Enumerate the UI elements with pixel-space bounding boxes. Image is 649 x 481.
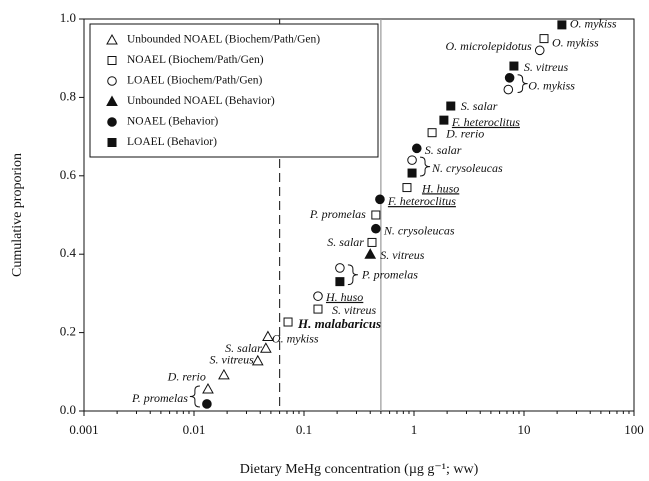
point-label: S. vitreus (210, 353, 255, 367)
marker-circle (107, 76, 117, 86)
x-axis-label: Dietary MeHg concentration (µg g⁻¹; ww) (240, 462, 479, 477)
marker-triangle (218, 368, 230, 380)
point-label: H. malabaricus (297, 316, 381, 331)
marker-circle (411, 143, 422, 154)
marker-circle (407, 155, 417, 165)
point-label: F. heteroclitus (387, 194, 456, 208)
point-label: S. salar (327, 235, 364, 249)
marker-square (367, 237, 377, 247)
marker-square (407, 168, 417, 178)
group-brace (189, 385, 200, 408)
marker-square (439, 115, 449, 125)
marker-triangle (106, 33, 118, 45)
x-tick-label: 0.01 (183, 422, 206, 437)
marker-square (335, 277, 345, 287)
group-brace (347, 264, 358, 286)
marker-circle (371, 223, 381, 234)
x-tick-label: 0.001 (69, 422, 98, 437)
legend-label: NOAEL (Behavior) (127, 116, 218, 128)
legend-label: LOAEL (Behavior) (127, 136, 217, 148)
marker-circle (107, 117, 117, 127)
y-tick-label: 0.0 (60, 402, 76, 417)
legend-label: Unbounded NOAEL (Behavior) (127, 95, 275, 107)
marker-circle (504, 73, 515, 83)
point-label: D. rerio (445, 126, 484, 140)
marker-square (371, 210, 381, 220)
marker-circle (335, 263, 345, 273)
legend-label: NOAEL (Biochem/Path/Gen) (127, 54, 264, 66)
point-label: S. vitreus (380, 248, 425, 262)
legend-box (89, 23, 379, 158)
marker-circle (313, 291, 323, 301)
point-label: S. vitreus (524, 60, 569, 74)
y-tick-label: 0.8 (60, 88, 76, 103)
y-tick-label: 1.0 (60, 10, 76, 25)
legend-label: LOAEL (Biochem/Path/Gen) (127, 75, 262, 87)
y-tick-label: 0.4 (60, 245, 77, 260)
point-label: O. microlepidotus (446, 39, 533, 53)
marker-triangle (364, 248, 377, 259)
y-axis-label: Cumulative proporion (10, 153, 25, 277)
point-label: O. mykiss (272, 331, 319, 345)
legend-label: Unbounded NOAEL (Biochem/Path/Gen) (127, 34, 320, 46)
marker-square (283, 317, 293, 327)
point-label: N. crysoleucas (431, 161, 503, 175)
marker-triangle (202, 383, 214, 394)
point-label: P. promelas (361, 268, 418, 282)
point-label: S. salar (225, 341, 262, 355)
marker-square (107, 56, 117, 65)
point-label: P. promelas (309, 207, 366, 221)
point-label: S. vitreus (332, 303, 377, 317)
marker-square (402, 183, 412, 193)
marker-circle (534, 45, 545, 56)
plot-frame (83, 18, 635, 412)
point-label: S. salar (461, 99, 498, 113)
point-label: H. huso (325, 290, 363, 304)
marker-circle (503, 84, 514, 95)
group-brace (420, 156, 431, 177)
point-label: P. promelas (131, 391, 188, 405)
marker-triangle (251, 354, 264, 366)
y-tick-label: 0.2 (60, 324, 76, 339)
point-label: D. rerio (167, 370, 206, 384)
marker-square (539, 34, 549, 44)
point-label: H. huso (421, 181, 459, 195)
point-label: N. crysoleucas (383, 223, 455, 237)
point-label: O. mykiss (528, 78, 575, 92)
group-brace (517, 74, 528, 94)
marker-square (107, 138, 117, 147)
x-tick-label: 10 (518, 422, 531, 437)
marker-square (557, 20, 567, 30)
marker-triangle (260, 342, 272, 353)
y-tick-label: 0.6 (60, 167, 77, 182)
x-tick-label: 0.1 (296, 422, 312, 437)
point-label: S. salar (425, 143, 462, 157)
marker-circle (375, 194, 385, 205)
marker-square (446, 101, 456, 111)
marker-square (427, 128, 437, 138)
marker-triangle (262, 330, 274, 342)
x-tick-label: 1 (411, 422, 418, 437)
legend: Unbounded NOAEL (Biochem/Path/Gen) NOAEL … (89, 23, 379, 158)
point-label: F. heteroclitus (451, 115, 520, 129)
marker-circle (202, 399, 212, 409)
x-tick-label: 100 (624, 422, 644, 437)
marker-square (509, 61, 519, 71)
marker-square (313, 304, 323, 314)
point-label: O. mykiss (570, 17, 617, 31)
point-label: O. mykiss (552, 35, 599, 49)
marker-triangle (106, 95, 118, 106)
